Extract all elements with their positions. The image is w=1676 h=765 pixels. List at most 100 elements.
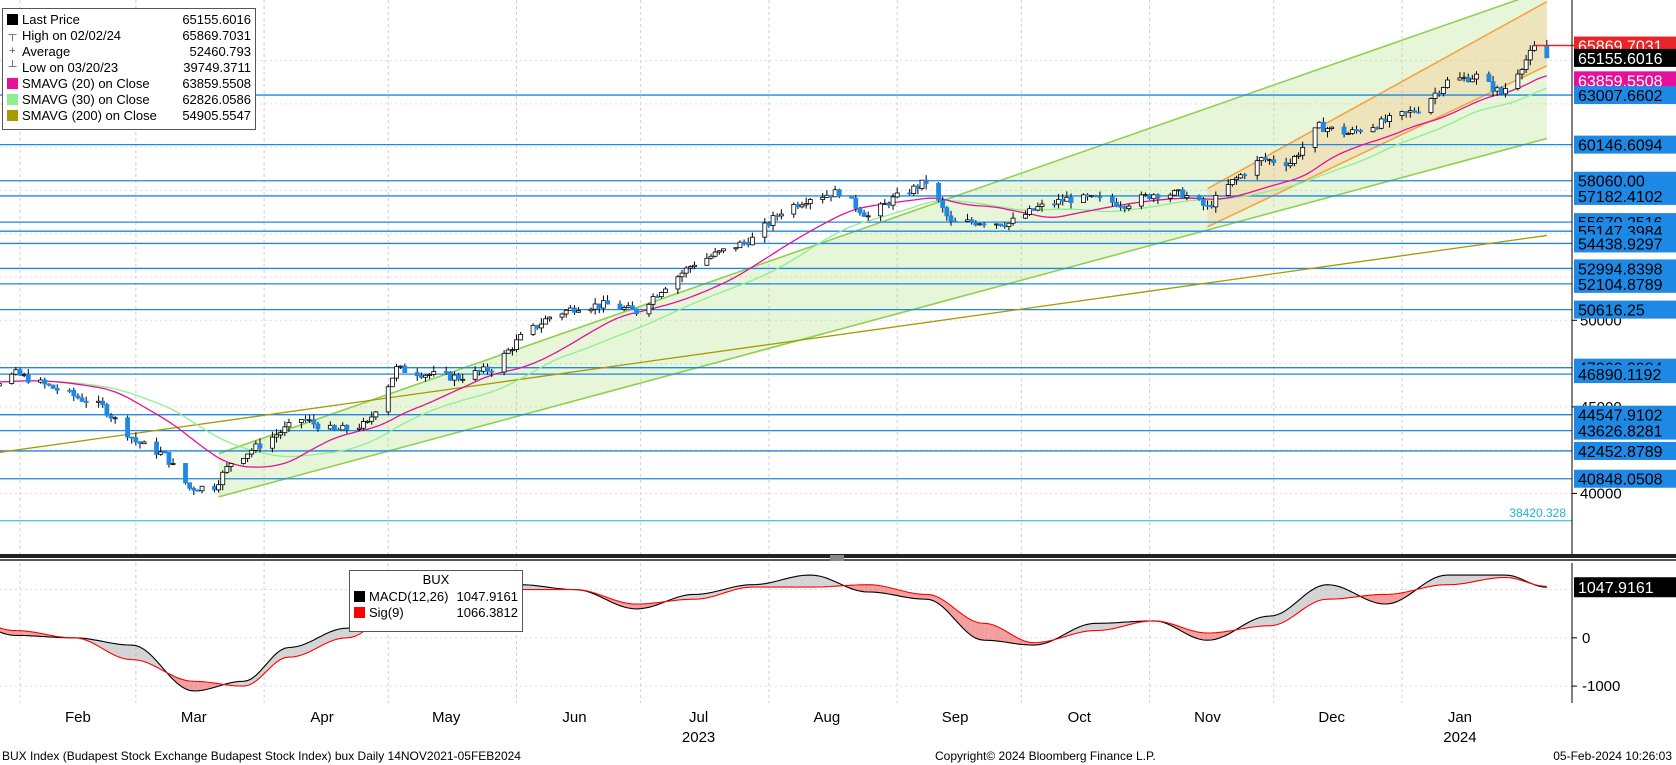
candle-body <box>708 255 714 259</box>
price-legend: Last Price 65155.6016 ┬ High on 02/02/24… <box>2 8 256 130</box>
candle-body <box>241 458 246 464</box>
candle-body <box>820 196 826 200</box>
candle-body <box>1114 201 1119 207</box>
macd-histogram-fill <box>988 623 993 641</box>
macd-histogram-fill <box>859 584 865 592</box>
macd-histogram-fill <box>979 622 985 641</box>
candle-body <box>1205 204 1210 207</box>
candle-body <box>940 199 946 209</box>
candle-body <box>485 366 490 372</box>
candle-body <box>278 432 284 436</box>
candle-body <box>1147 194 1152 200</box>
macd-histogram-fill <box>1373 594 1378 604</box>
macd-histogram-fill <box>1335 585 1340 599</box>
macd-histogram-fill <box>636 603 641 609</box>
macd-histogram-fill <box>797 575 803 588</box>
candle-body <box>443 371 449 373</box>
candle-body <box>1296 154 1301 157</box>
candle-body <box>592 303 598 310</box>
candle-body <box>158 451 164 455</box>
macd-histogram-fill <box>1282 610 1287 623</box>
candle-body <box>447 371 453 381</box>
candle-body <box>1172 190 1177 196</box>
candle-body <box>1292 156 1297 164</box>
candle-body <box>257 443 263 449</box>
macd-histogram-fill <box>197 681 203 691</box>
candle-body <box>1167 194 1173 199</box>
level-tag-label: 57182.4102 <box>1578 189 1663 206</box>
macd-histogram-fill <box>1116 622 1121 628</box>
macd-histogram-fill <box>1261 616 1266 627</box>
macd-histogram-fill <box>1385 594 1390 605</box>
macd-histogram-fill <box>123 644 128 660</box>
candle-body <box>745 242 751 246</box>
candle-body <box>1532 45 1537 51</box>
macd-histogram-fill <box>768 581 774 588</box>
macd-histogram-fill <box>628 603 633 609</box>
candle-body <box>50 384 56 389</box>
candle-body <box>1320 121 1326 132</box>
macd-histogram-fill <box>111 643 116 656</box>
candle-body <box>919 179 925 189</box>
candle-body <box>543 318 548 325</box>
candle-body <box>191 487 197 491</box>
macd-histogram-fill <box>202 681 207 691</box>
macd-histogram-fill <box>326 631 331 644</box>
candle-body <box>1440 87 1446 94</box>
macd-histogram-fill <box>1306 590 1311 607</box>
macd-histogram-fill <box>135 645 140 661</box>
candle-body <box>907 192 913 195</box>
candle-body <box>298 419 304 423</box>
candle-body <box>42 379 48 385</box>
macd-histogram-fill <box>20 630 25 636</box>
candle-body <box>389 377 395 388</box>
year-tick-label: 2023 <box>682 729 715 746</box>
candle-body <box>559 313 565 318</box>
macd-histogram-fill <box>1472 575 1477 582</box>
candle-body <box>534 324 540 329</box>
candle-body <box>1118 205 1124 208</box>
legend-label: High on 02/02/24 <box>22 27 122 43</box>
macd-histogram-fill <box>1298 596 1303 613</box>
macd-histogram-fill <box>1476 575 1481 582</box>
macd-histogram-fill <box>106 642 112 654</box>
sma200-swatch <box>7 109 18 121</box>
candle-body <box>849 195 855 199</box>
candle-body <box>1527 49 1533 61</box>
candle-body <box>356 427 362 430</box>
candle-body <box>791 204 797 215</box>
candle-body <box>741 241 747 244</box>
month-tick-label: Jul <box>689 709 708 726</box>
candle-body <box>17 369 23 376</box>
candle-body <box>675 276 681 290</box>
high-marker-icon: ┬ <box>8 29 17 41</box>
candle-body <box>824 194 830 198</box>
legend-value: 54905.5547 <box>182 107 251 123</box>
candle-body <box>162 451 168 454</box>
level-tag-box <box>1574 469 1676 488</box>
legend-value: 1066.3812 <box>456 604 518 620</box>
candle-body <box>1258 157 1264 162</box>
macd-histogram-fill <box>1112 622 1117 629</box>
candle-body <box>505 349 511 354</box>
month-tick-label: Jan <box>1448 709 1472 726</box>
level-tag-label: 60146.6094 <box>1578 138 1663 155</box>
macd-axis-tick-label: 0 <box>1582 630 1590 647</box>
candle-body <box>336 429 342 431</box>
macd-histogram-fill <box>1439 575 1444 586</box>
macd-histogram-fill <box>293 646 298 657</box>
macd-histogram-fill <box>1352 592 1357 598</box>
macd-histogram-fill <box>1443 575 1448 585</box>
macd-histogram-fill <box>1331 584 1336 600</box>
candle-body <box>1503 88 1508 95</box>
candle-body <box>274 434 279 438</box>
candle-body <box>572 307 577 313</box>
macd-histogram-fill <box>1319 585 1324 601</box>
candle-body <box>617 303 623 310</box>
candle-body <box>596 303 602 309</box>
macd-histogram-fill <box>984 623 989 641</box>
candle-body <box>1378 118 1384 129</box>
macd-histogram-fill <box>1087 623 1092 632</box>
candle-body <box>340 424 346 431</box>
macd-histogram-fill <box>239 681 244 687</box>
